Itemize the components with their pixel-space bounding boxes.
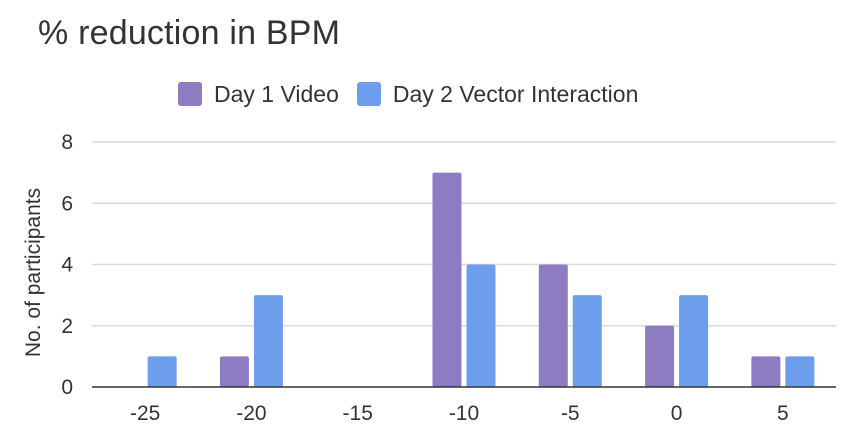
bar-day2 xyxy=(253,295,283,387)
x-tick-label: 5 xyxy=(777,402,789,425)
legend-swatch-day2 xyxy=(356,82,381,106)
bar-day2 xyxy=(466,264,496,387)
legend-item-day1: Day 1 Video xyxy=(178,81,339,108)
x-tick-label: -15 xyxy=(343,402,373,425)
y-tick-label: 4 xyxy=(61,254,73,277)
x-tick-label: -20 xyxy=(236,402,266,425)
y-tick-label: 6 xyxy=(61,192,73,215)
bar-day2 xyxy=(147,356,177,387)
legend-label-day1: Day 1 Video xyxy=(214,80,339,107)
bar-day1 xyxy=(432,172,462,387)
y-tick-label: 0 xyxy=(61,376,73,399)
legend: Day 1 Video Day 2 Vector Interaction xyxy=(178,80,638,108)
gridlines xyxy=(92,141,836,327)
x-tick-label: -25 xyxy=(130,402,160,425)
legend-label-day2: Day 2 Vector Interaction xyxy=(392,80,639,107)
bar-day1 xyxy=(751,356,781,387)
bar-day2 xyxy=(785,356,815,387)
y-tick-label: 8 xyxy=(61,131,73,154)
legend-swatch-day1 xyxy=(178,82,202,106)
y-tick-label: 2 xyxy=(61,315,73,338)
x-tick-label: 0 xyxy=(671,402,683,425)
bar-day2 xyxy=(679,295,709,387)
y-tick-labels: 0 2 4 6 8 xyxy=(61,131,73,399)
chart-title: % reduction in BPM xyxy=(38,14,341,52)
y-axis-title: No. of participants xyxy=(22,188,45,357)
x-tick-labels: -25 -20 -15 -10 -5 0 5 xyxy=(130,402,789,425)
bar-day1 xyxy=(645,325,675,387)
x-tick-label: -10 xyxy=(449,402,479,425)
bar-day1 xyxy=(538,264,568,387)
x-tick-label: -5 xyxy=(561,402,580,425)
bar-day2 xyxy=(572,295,602,387)
bar-day1 xyxy=(219,356,249,387)
bars xyxy=(147,172,815,387)
legend-item-day2: Day 2 Vector Interaction xyxy=(356,80,639,108)
